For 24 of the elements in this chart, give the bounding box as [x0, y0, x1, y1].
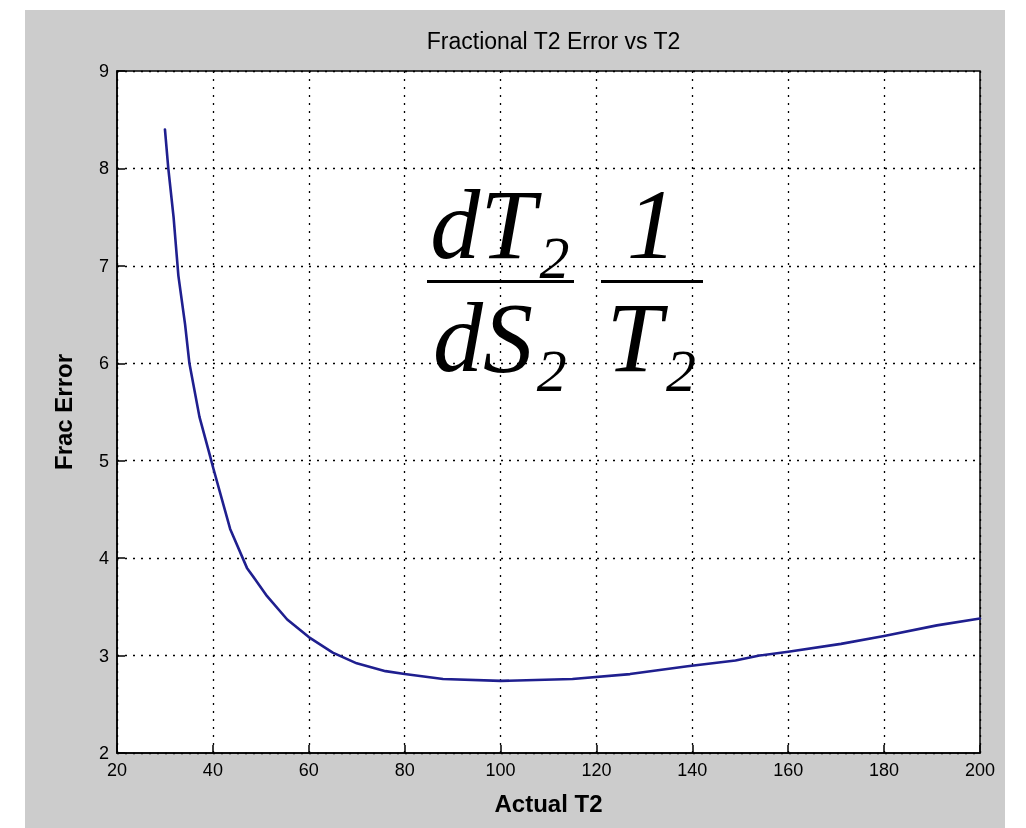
- x-tick-label: 180: [869, 760, 900, 780]
- y-tick-label: 8: [98, 158, 109, 179]
- x-tick-label: 120: [581, 760, 612, 780]
- annotation: 1 T₂: [605, 168, 698, 393]
- y-tick-label: 9: [98, 61, 109, 81]
- line-series: [163, 128, 982, 683]
- x-tick-label: 100: [485, 760, 516, 780]
- y-tick-label: 4: [98, 548, 109, 569]
- chart-title: Fractional T2 Error vs T2: [426, 27, 681, 54]
- x-tick-label: 40: [202, 760, 223, 780]
- x-tick-label: 200: [964, 760, 996, 780]
- y-tick-label: 7: [98, 255, 109, 276]
- x-tick-label: 20: [106, 760, 128, 780]
- x-axis-title: Actual T2: [494, 789, 603, 817]
- x-tick-label: 140: [677, 760, 708, 780]
- x-tick-label: 60: [298, 760, 319, 780]
- y-tick-label: 5: [98, 450, 109, 471]
- y-axis-title: Frac Error: [49, 353, 77, 471]
- y-tick-label: 6: [98, 353, 109, 374]
- y-tick-label: 2: [98, 743, 109, 763]
- y-tick-label: 3: [98, 645, 109, 666]
- x-tick-label: 160: [773, 760, 804, 780]
- x-tick-label: 80: [394, 760, 415, 780]
- annotation: dT₂ dS₂: [429, 168, 572, 393]
